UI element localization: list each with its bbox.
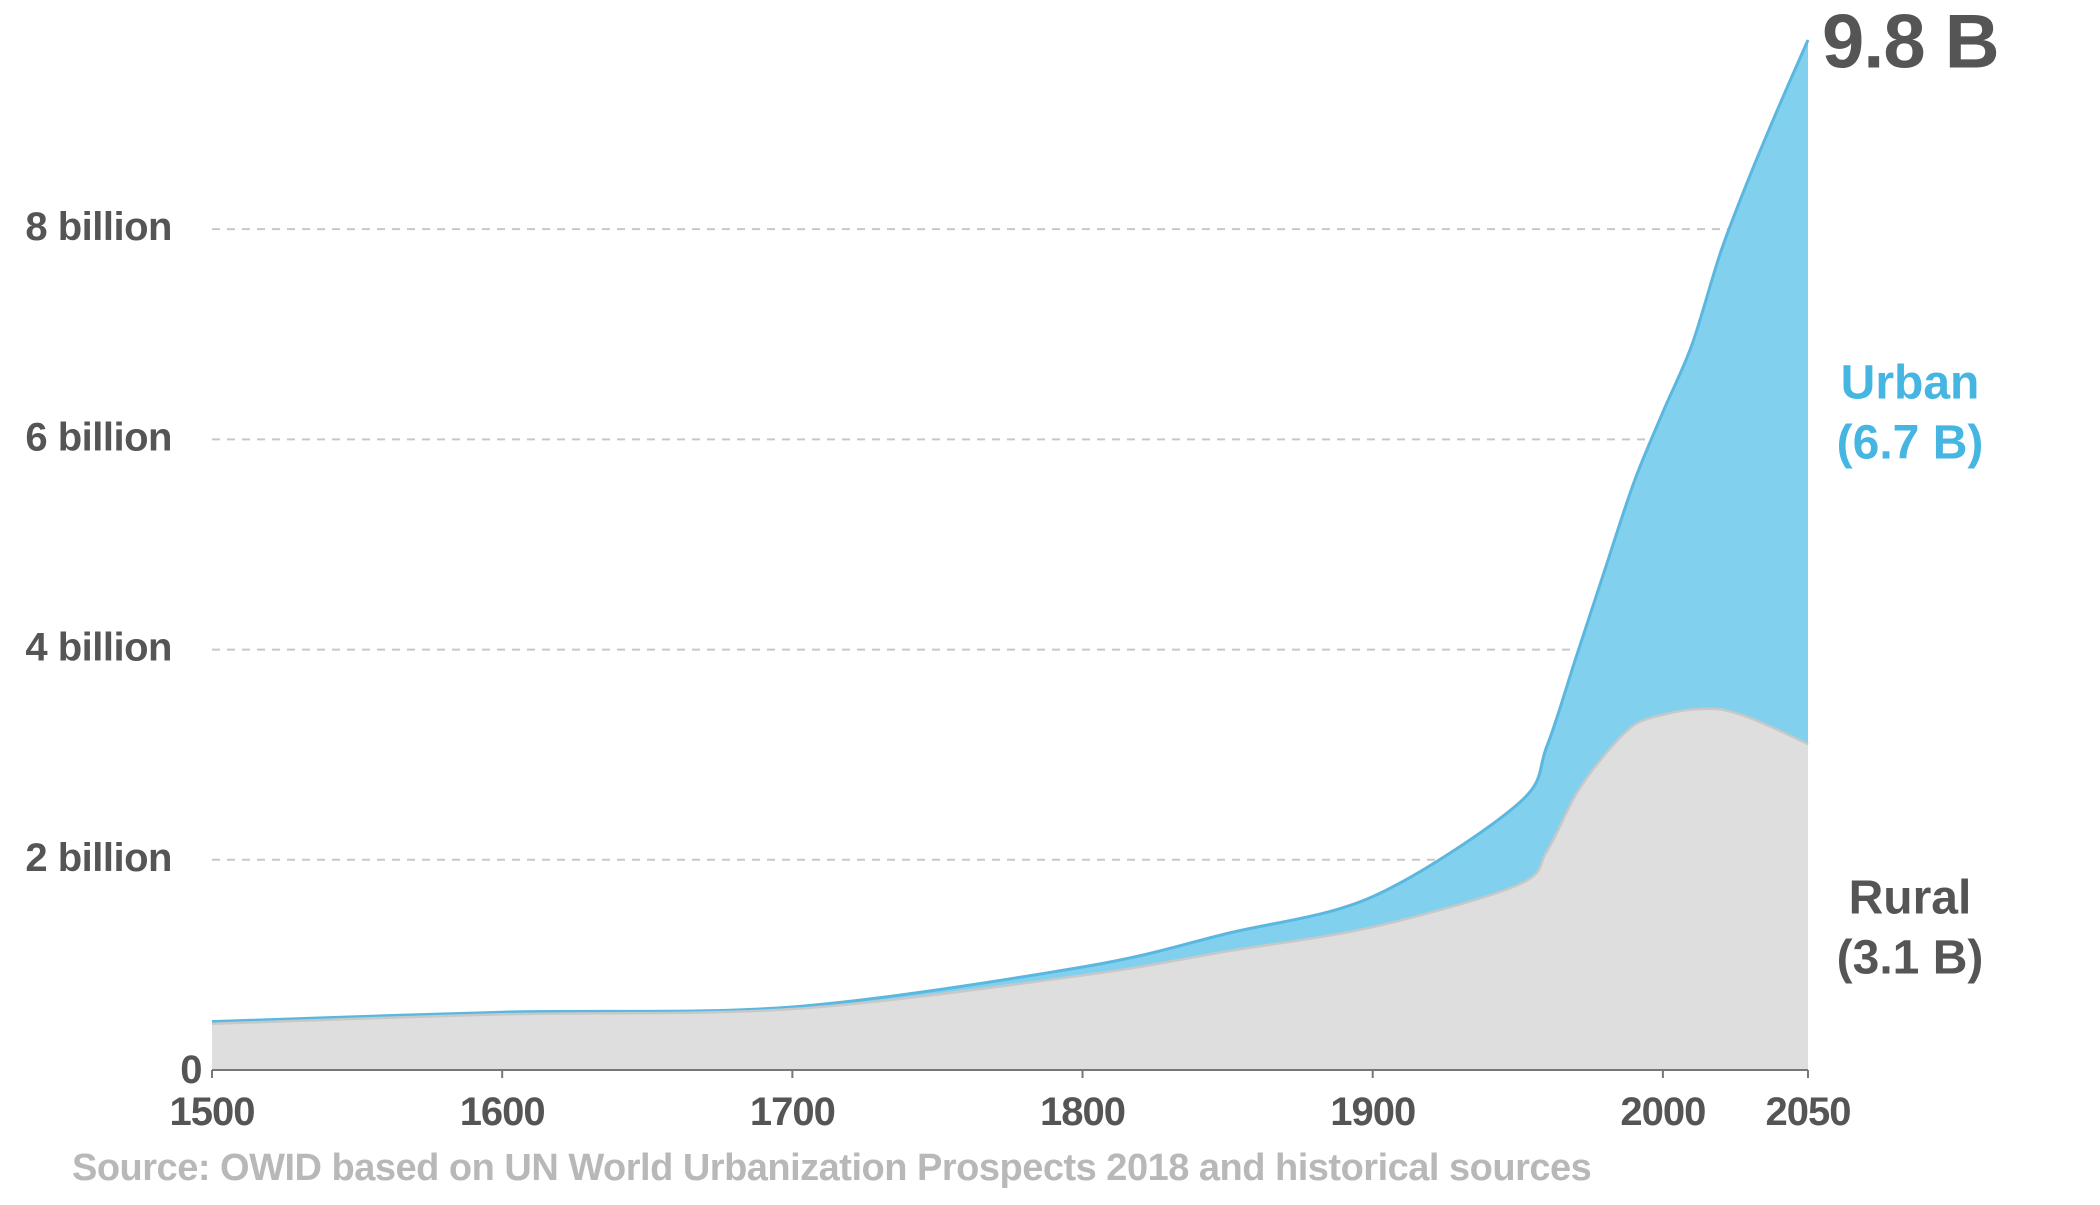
axes: 0 2 billion 4 billion 6 billion 8 billion 150… [25,205,1851,1134]
total-label: 9.8 B [1822,0,1999,85]
x-tick-label: 2050 [1766,1090,1851,1134]
x-tick-label: 1800 [1040,1090,1125,1134]
rural-edge-line [211,707,1809,1026]
urban-edge-line [211,39,1810,1024]
stacked-areas [211,39,1810,1070]
x-tick-label: 1600 [460,1090,545,1134]
urban-label-line: (6.7 B) [1837,417,1984,470]
x-tick-label: 1700 [750,1090,835,1134]
rural-label-line: Rural [1849,872,1972,925]
y-tick-label: 4 billion [25,626,172,670]
y-tick-label: 8 billion [25,205,172,249]
rural-label-line: (3.1 B) [1837,932,1984,985]
source-note: Source: OWID based on UN World Urbanizat… [72,1147,1591,1189]
urban-label-line: Urban [1841,357,1980,410]
x-tick-label: 2000 [1620,1090,1705,1134]
x-tick-label: 1500 [170,1090,255,1134]
grid-lines [212,228,1808,861]
y-tick-label: 2 billion [25,836,172,880]
y-tick-label: 6 billion [25,415,172,459]
y-tick-label: 0 [180,1048,202,1092]
x-tick-label: 1900 [1330,1090,1415,1134]
rural-area [212,708,1808,1070]
series-labels: 9.8 B Urban (6.7 B) Rural (3.1 B) [1822,0,2000,985]
